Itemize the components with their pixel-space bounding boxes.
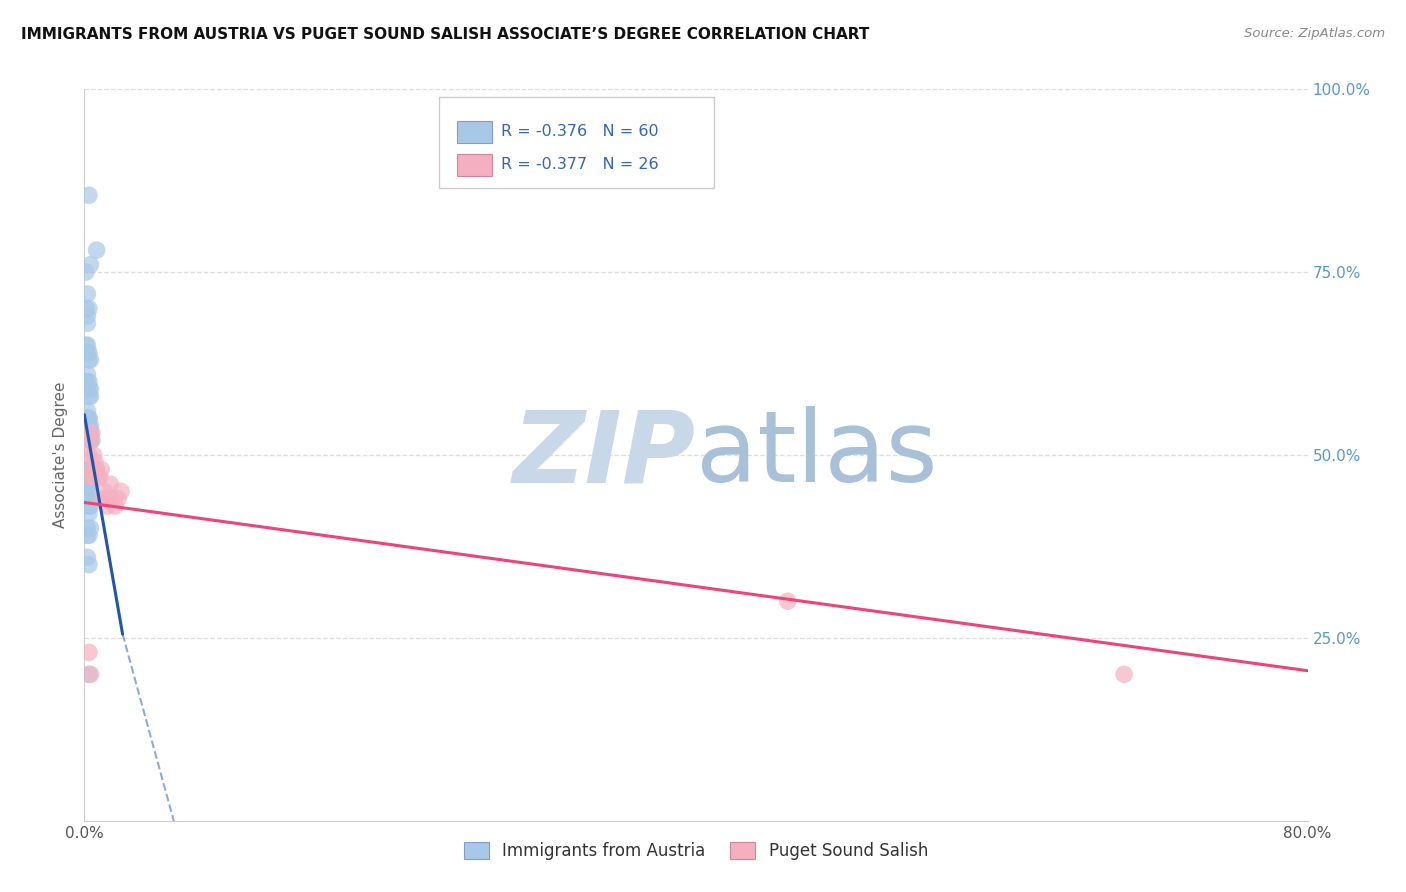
Point bbox=[77, 345, 100, 359]
Point bbox=[76, 338, 98, 352]
Point bbox=[77, 411, 100, 425]
Point bbox=[94, 491, 117, 506]
Point bbox=[77, 382, 100, 396]
Point bbox=[79, 470, 101, 484]
Point bbox=[77, 188, 100, 202]
Point bbox=[75, 462, 97, 476]
Point bbox=[77, 425, 100, 440]
Point bbox=[89, 470, 111, 484]
Point bbox=[79, 477, 101, 491]
Point bbox=[83, 470, 105, 484]
Point bbox=[77, 667, 100, 681]
Point bbox=[79, 418, 101, 433]
Point bbox=[91, 491, 114, 506]
Point bbox=[86, 462, 108, 476]
Point bbox=[75, 418, 97, 433]
Point bbox=[76, 287, 98, 301]
Point bbox=[75, 301, 97, 316]
Point bbox=[76, 491, 98, 506]
Text: Source: ZipAtlas.com: Source: ZipAtlas.com bbox=[1244, 27, 1385, 40]
Point bbox=[76, 418, 98, 433]
Point bbox=[76, 411, 98, 425]
Point bbox=[79, 499, 101, 513]
Point bbox=[79, 434, 101, 448]
Point bbox=[76, 309, 98, 323]
Point bbox=[79, 521, 101, 535]
Point bbox=[79, 667, 101, 681]
Point bbox=[76, 528, 98, 542]
Point bbox=[77, 470, 100, 484]
Point bbox=[76, 484, 98, 499]
Point bbox=[79, 389, 101, 403]
Text: R = -0.376   N = 60: R = -0.376 N = 60 bbox=[502, 124, 659, 139]
Point bbox=[77, 375, 100, 389]
Point bbox=[75, 470, 97, 484]
Point bbox=[79, 425, 101, 440]
Point bbox=[90, 462, 112, 476]
Point bbox=[83, 448, 105, 462]
FancyBboxPatch shape bbox=[457, 120, 492, 143]
FancyBboxPatch shape bbox=[439, 96, 714, 188]
Point bbox=[77, 411, 100, 425]
Point bbox=[87, 470, 110, 484]
Point bbox=[76, 404, 98, 418]
Point bbox=[1114, 667, 1136, 681]
Point bbox=[98, 477, 121, 491]
Point bbox=[77, 301, 100, 316]
Point bbox=[107, 491, 129, 506]
Point bbox=[76, 462, 98, 476]
Point bbox=[79, 470, 101, 484]
Point bbox=[75, 338, 97, 352]
Point bbox=[76, 375, 98, 389]
Point bbox=[75, 411, 97, 425]
Text: atlas: atlas bbox=[696, 407, 938, 503]
Point bbox=[86, 243, 108, 257]
Point bbox=[101, 491, 124, 506]
Point bbox=[76, 345, 98, 359]
Point bbox=[80, 434, 103, 448]
Point bbox=[77, 645, 100, 659]
Point bbox=[96, 499, 118, 513]
Point bbox=[104, 499, 127, 513]
Point bbox=[97, 491, 120, 506]
Text: ZIP: ZIP bbox=[513, 407, 696, 503]
Point bbox=[79, 258, 101, 272]
Point bbox=[77, 389, 100, 403]
Point bbox=[76, 550, 98, 565]
Text: IMMIGRANTS FROM AUSTRIA VS PUGET SOUND SALISH ASSOCIATE’S DEGREE CORRELATION CHA: IMMIGRANTS FROM AUSTRIA VS PUGET SOUND S… bbox=[21, 27, 869, 42]
Point bbox=[75, 375, 97, 389]
FancyBboxPatch shape bbox=[457, 153, 492, 176]
Point bbox=[77, 448, 100, 462]
Point bbox=[80, 425, 103, 440]
Point bbox=[77, 477, 100, 491]
Point bbox=[77, 418, 100, 433]
Point bbox=[76, 368, 98, 382]
Point bbox=[84, 455, 107, 469]
Point bbox=[75, 491, 97, 506]
Point bbox=[77, 491, 100, 506]
Point bbox=[76, 521, 98, 535]
Point bbox=[77, 352, 100, 367]
Point bbox=[76, 470, 98, 484]
Point bbox=[776, 594, 799, 608]
Point bbox=[79, 352, 101, 367]
Point bbox=[77, 507, 100, 521]
Point bbox=[79, 434, 101, 448]
Legend: Immigrants from Austria, Puget Sound Salish: Immigrants from Austria, Puget Sound Sal… bbox=[457, 836, 935, 867]
Point bbox=[77, 499, 100, 513]
Point bbox=[93, 484, 115, 499]
Point bbox=[77, 470, 100, 484]
Point bbox=[76, 316, 98, 330]
Point bbox=[110, 484, 132, 499]
Point bbox=[76, 477, 98, 491]
Point bbox=[80, 462, 103, 476]
Text: R = -0.377   N = 26: R = -0.377 N = 26 bbox=[502, 157, 659, 172]
Point bbox=[77, 528, 100, 542]
Point bbox=[77, 558, 100, 572]
Y-axis label: Associate's Degree: Associate's Degree bbox=[53, 382, 69, 528]
Point bbox=[79, 382, 101, 396]
Point bbox=[75, 265, 97, 279]
